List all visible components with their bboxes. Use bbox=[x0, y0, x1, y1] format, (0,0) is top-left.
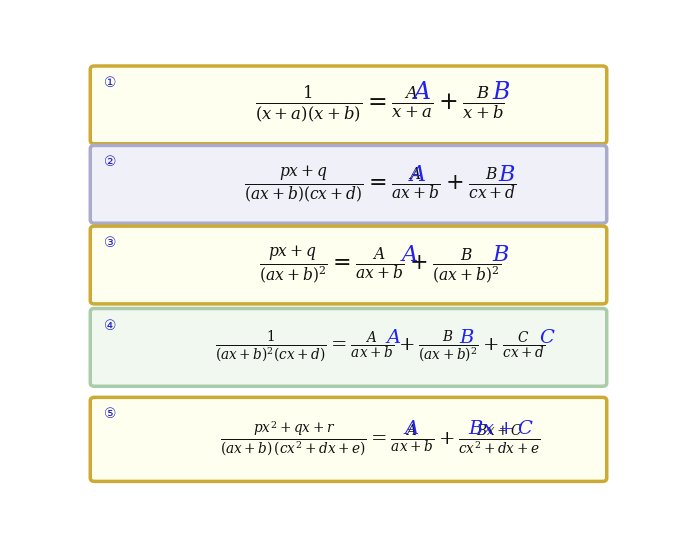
Text: $\mathit{B}$: $\mathit{B}$ bbox=[492, 80, 511, 104]
FancyBboxPatch shape bbox=[90, 146, 607, 223]
Text: $\mathit{B}$: $\mathit{B}$ bbox=[492, 245, 510, 266]
Text: $\mathit{A}$: $\mathit{A}$ bbox=[403, 419, 420, 438]
Text: $\mathit{B}$: $\mathit{B}$ bbox=[498, 165, 515, 185]
Text: ⑤: ⑤ bbox=[104, 407, 116, 421]
Text: $\frac{px^2+qx+r}{(ax+b)\,(cx^2+dx+e)} = \frac{A}{ax+b} + \frac{Bx+C}{cx^2+dx+e}: $\frac{px^2+qx+r}{(ax+b)\,(cx^2+dx+e)} =… bbox=[220, 420, 541, 459]
FancyBboxPatch shape bbox=[90, 226, 607, 304]
Text: ④: ④ bbox=[104, 319, 116, 332]
Text: $\frac{1}{(ax+b)^2(cx+d)} = \frac{A}{ax+b} + \frac{B}{(ax+b)^2} + \frac{C}{cx+d}: $\frac{1}{(ax+b)^2(cx+d)} = \frac{A}{ax+… bbox=[215, 329, 545, 365]
Text: $\mathit{B}$: $\mathit{B}$ bbox=[459, 329, 475, 348]
Text: $\mathit{Bx+C}$: $\mathit{Bx+C}$ bbox=[469, 419, 534, 438]
Text: $\mathit{A}$: $\mathit{A}$ bbox=[400, 245, 418, 266]
Text: ③: ③ bbox=[104, 236, 116, 250]
Text: $\mathit{A}$: $\mathit{A}$ bbox=[385, 329, 402, 348]
Text: $\mathit{A}$: $\mathit{A}$ bbox=[413, 80, 432, 104]
Text: $\mathit{A}$: $\mathit{A}$ bbox=[408, 165, 426, 185]
Text: $\mathit{C}$: $\mathit{C}$ bbox=[539, 329, 556, 348]
Text: ②: ② bbox=[104, 155, 116, 169]
FancyBboxPatch shape bbox=[90, 397, 607, 482]
FancyBboxPatch shape bbox=[90, 66, 607, 144]
Text: $\frac{px+q}{(ax+b)^2} = \frac{A}{ax+b} + \frac{B}{(ax+b)^2}$: $\frac{px+q}{(ax+b)^2} = \frac{A}{ax+b} … bbox=[259, 244, 501, 286]
Text: ①: ① bbox=[104, 76, 116, 90]
FancyBboxPatch shape bbox=[90, 308, 607, 386]
Text: $\frac{px+q}{(ax+b)(cx+d)} = \frac{A}{ax+b} + \frac{B}{cx+d}$: $\frac{px+q}{(ax+b)(cx+d)} = \frac{A}{ax… bbox=[243, 164, 517, 205]
Text: $\frac{1}{(x+a)(x+b)} = \frac{A}{x+a} + \frac{B}{x+b}$: $\frac{1}{(x+a)(x+b)} = \frac{A}{x+a} + … bbox=[255, 85, 505, 125]
